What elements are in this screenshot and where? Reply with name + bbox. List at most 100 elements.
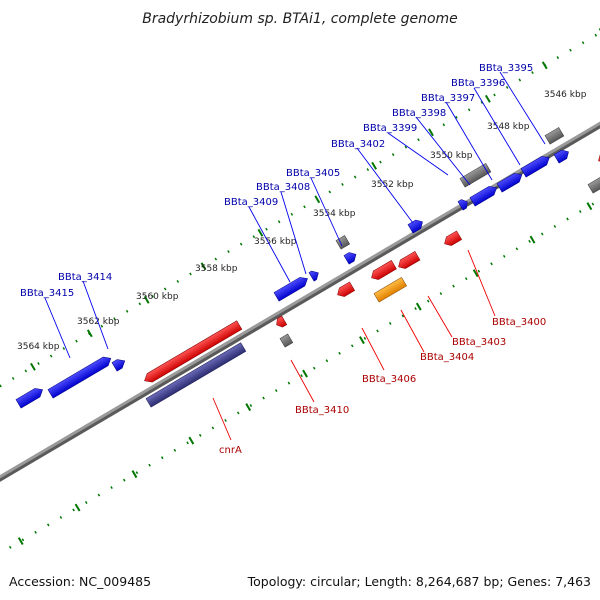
kbp-labels: 3546 kbp 3548 kbp 3550 kbp 3552 kbp 3554… xyxy=(17,90,587,352)
genes xyxy=(15,127,600,409)
major-tick xyxy=(74,503,81,512)
gene-bbta-3413[interactable] xyxy=(111,356,127,372)
gene-label-reverse[interactable]: BBta_3400 xyxy=(492,317,546,328)
gene-bbta-3405b[interactable] xyxy=(343,250,359,265)
gene-label-forward[interactable]: BBta_3402 xyxy=(331,139,385,150)
major-tick xyxy=(541,61,548,70)
gene-bbta-3394[interactable] xyxy=(553,147,571,164)
kbp-label: 3560 kbp xyxy=(136,292,179,302)
callout-bbta-3405 xyxy=(310,177,343,247)
callout-bbta-3400 xyxy=(467,249,496,317)
kbp-label: 3558 kbp xyxy=(195,264,238,274)
callout-bbta-3402 xyxy=(356,147,414,224)
gene-bbta-3415[interactable] xyxy=(15,385,45,409)
genome-summary-text: Topology: circular; Length: 8,264,687 bp… xyxy=(247,574,591,589)
gene-bbta-3397[interactable] xyxy=(496,170,524,193)
major-tick xyxy=(302,369,308,378)
gene-bbta-3406[interactable] xyxy=(335,281,356,299)
map-title: Bradyrhizobium sp. BTAi1, complete genom… xyxy=(142,11,458,27)
major-tick xyxy=(529,235,536,244)
gene-cnra[interactable] xyxy=(145,342,247,408)
gene-bbta-3395[interactable] xyxy=(544,127,565,145)
gene-bbta-3409[interactable] xyxy=(273,274,310,302)
callout-bbta-3397 xyxy=(445,101,493,181)
callout-bbta-3395 xyxy=(499,71,546,145)
gene-bbta-3396[interactable] xyxy=(520,153,552,178)
gene-label-forward[interactable]: BBta_3399 xyxy=(363,123,417,134)
kbp-label: 3554 kbp xyxy=(313,209,356,219)
gene-label-forward[interactable]: BBta_3415 xyxy=(20,288,74,299)
kbp-label: 3556 kbp xyxy=(254,237,297,247)
callout-cnra xyxy=(212,397,232,441)
major-tick xyxy=(245,403,252,412)
gene-bbta-3398[interactable] xyxy=(459,162,492,188)
gene-label-forward[interactable]: BBta_3414 xyxy=(58,272,112,283)
major-tick xyxy=(359,336,365,345)
gene-label-forward[interactable]: BBta_3396 xyxy=(451,78,505,89)
callout-bbta-3406 xyxy=(361,327,385,371)
gene-bbta-3410b[interactable] xyxy=(279,333,294,348)
major-tick xyxy=(188,436,195,445)
gene-label-forward[interactable]: BBta_3395 xyxy=(479,63,533,74)
callout-bbta-3414 xyxy=(82,280,109,350)
gene-label-reverse[interactable]: cnrA xyxy=(219,445,242,456)
gene-bbta-3399[interactable] xyxy=(457,197,470,211)
gene-bbta-3414[interactable] xyxy=(47,354,113,399)
kbp-label: 3564 kbp xyxy=(17,342,60,352)
accession-text: Accession: NC_009485 xyxy=(9,574,151,589)
gene-bbta-3405r[interactable] xyxy=(369,260,397,282)
major-tick xyxy=(30,362,36,371)
gene-bbta-3403[interactable] xyxy=(396,251,421,271)
gene-bbta-3400[interactable] xyxy=(442,230,463,248)
gene-label-forward[interactable]: BBta_3397 xyxy=(421,93,475,104)
gene-edge-gray[interactable] xyxy=(587,176,600,194)
gene-labels: BBta_3395 BBta_3396 BBta_3397 BBta_3398 … xyxy=(20,63,546,456)
callout-bbta-3398 xyxy=(415,116,471,186)
gene-label-forward[interactable]: BBta_3398 xyxy=(392,108,446,119)
gene-label-reverse[interactable]: BBta_3410 xyxy=(295,405,349,416)
major-tick xyxy=(314,195,321,204)
callout-lines xyxy=(44,71,546,441)
major-tick xyxy=(257,228,264,237)
gene-bbta-3411[interactable] xyxy=(142,320,243,385)
gene-bbta-3410[interactable] xyxy=(274,315,288,329)
callout-bbta-3415 xyxy=(44,297,71,359)
kbp-label: 3548 kbp xyxy=(487,122,530,132)
callout-bbta-3399 xyxy=(387,132,449,176)
major-tick xyxy=(472,269,479,278)
forward-tick-track xyxy=(0,18,600,448)
callout-bbta-3396 xyxy=(473,87,521,166)
callout-bbta-3410 xyxy=(290,359,315,403)
gene-bbta-3402[interactable] xyxy=(407,217,425,234)
major-tick xyxy=(17,537,24,546)
major-tick xyxy=(86,329,93,338)
gene-label-reverse[interactable]: BBta_3404 xyxy=(420,352,474,363)
reverse-tick-track xyxy=(0,142,600,572)
major-tick xyxy=(131,470,138,479)
callout-bbta-3409 xyxy=(248,206,291,283)
gene-label-forward[interactable]: BBta_3408 xyxy=(256,182,310,193)
gene-bbta-3398b[interactable] xyxy=(469,183,499,207)
gene-label-forward[interactable]: BBta_3409 xyxy=(224,197,278,208)
gene-bbta-3408[interactable] xyxy=(308,268,321,282)
major-tick xyxy=(428,128,434,137)
major-tick xyxy=(586,202,593,211)
major-tick xyxy=(371,161,378,170)
gene-edge-red[interactable] xyxy=(596,149,600,165)
major-tick xyxy=(484,94,491,103)
major-tick xyxy=(415,302,422,311)
kbp-label: 3550 kbp xyxy=(430,151,473,161)
major-tick xyxy=(200,262,207,271)
gene-label-reverse[interactable]: BBta_3406 xyxy=(362,374,416,385)
gene-bbta-3404[interactable] xyxy=(373,276,407,303)
gene-bbta-3405[interactable] xyxy=(335,235,351,250)
gene-label-forward[interactable]: BBta_3405 xyxy=(286,168,340,179)
major-tick xyxy=(143,295,150,304)
callout-bbta-3404 xyxy=(400,309,425,353)
gene-label-reverse[interactable]: BBta_3403 xyxy=(452,337,506,348)
kbp-label: 3552 kbp xyxy=(371,180,414,190)
kbp-label: 3546 kbp xyxy=(544,90,587,100)
